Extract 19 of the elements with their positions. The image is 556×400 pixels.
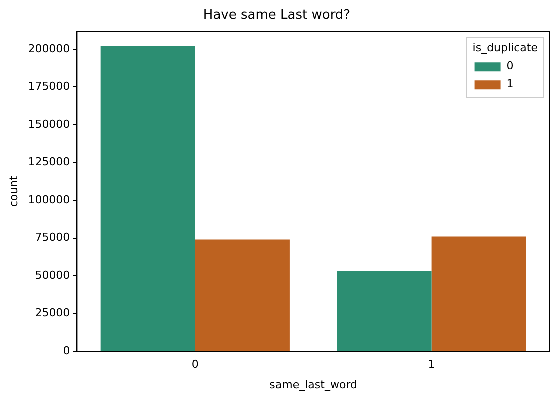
y-tick-label: 125000 xyxy=(28,156,70,169)
y-tick-label: 100000 xyxy=(28,193,70,206)
legend-label: 1 xyxy=(506,77,514,90)
x-axis-title: same_last_word xyxy=(270,378,358,392)
bar xyxy=(432,236,526,352)
y-tick-label: 75000 xyxy=(35,231,70,244)
y-tick-label: 25000 xyxy=(35,306,70,320)
bar xyxy=(337,272,432,352)
y-tick-label: 0 xyxy=(63,344,70,358)
y-tick-label: 200000 xyxy=(28,42,70,56)
legend-title: is_duplicate xyxy=(472,41,538,54)
y-tick-label: 175000 xyxy=(28,80,70,94)
y-axis-title: count xyxy=(7,175,20,208)
bar xyxy=(195,240,290,352)
bar xyxy=(100,46,196,352)
y-tick-label: 150000 xyxy=(28,118,70,131)
chart-title: Have same Last word? xyxy=(203,8,351,24)
legend-label: 0 xyxy=(506,59,514,72)
y-tick-label: 50000 xyxy=(35,268,70,282)
